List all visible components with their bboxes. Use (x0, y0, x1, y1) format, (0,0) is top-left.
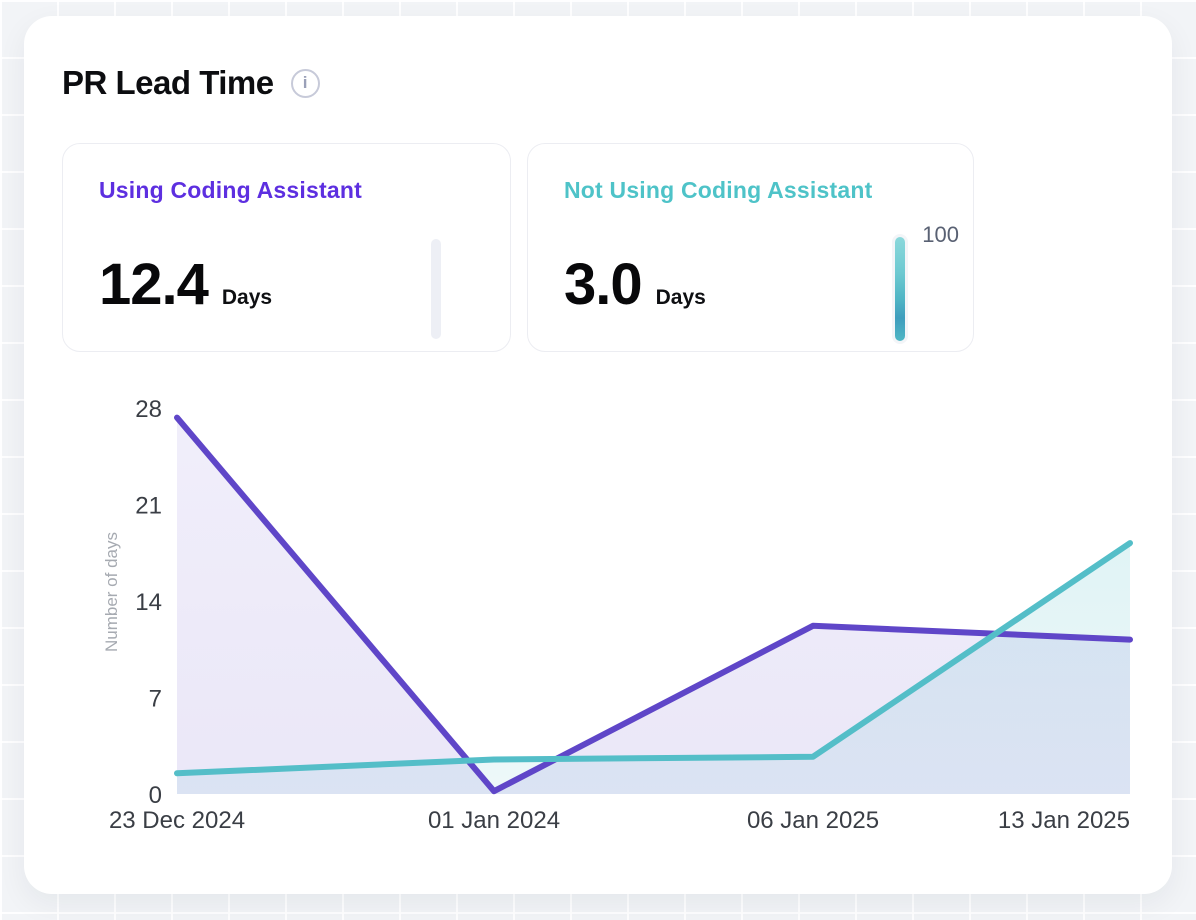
y-axis-tick-labels: 0 7 14 21 28 (135, 396, 162, 809)
summary-stats-row: Using Coding Assistant 12.4 Days Not Usi… (62, 143, 974, 352)
info-icon[interactable]: i (290, 68, 320, 98)
not-using-coding-assistant-area (177, 543, 1130, 794)
stat-value-using-assistant: 12.4 (99, 252, 209, 317)
panel-header: PR Lead Time i (62, 64, 320, 102)
x-tick-label: 23 Dec 2024 (109, 807, 245, 834)
chart-area-fills (177, 417, 1130, 794)
stat-unit-label: Days (655, 286, 706, 309)
page-title: PR Lead Time (62, 64, 274, 101)
stat-label-using-assistant: Using Coding Assistant (99, 177, 362, 203)
x-axis-tick-labels: 23 Dec 2024 01 Jan 2024 06 Jan 2025 13 Jan … (109, 807, 1130, 834)
stat-value-row: 12.4 Days (99, 256, 474, 314)
y-tick-label: 0 (149, 782, 162, 809)
stat-unit-label: Days (221, 286, 273, 309)
y-tick-label: 28 (135, 396, 162, 423)
stat-card-not-using-assistant: Not Using Coding Assistant 3.0 Days 100 (527, 143, 974, 352)
y-tick-label: 7 (149, 686, 162, 713)
chart-series-lines (174, 414, 1133, 795)
stat-label-not-using-assistant: Not Using Coding Assistant (564, 177, 873, 203)
distribution-gauge-empty (431, 239, 441, 339)
distribution-gauge-teal (895, 237, 905, 341)
y-tick-label: 14 (135, 589, 162, 616)
x-tick-label: 06 Jan 2025 (747, 807, 879, 834)
y-tick-label: 21 (135, 493, 162, 520)
pr-lead-time-panel: PR Lead Time i Using Coding Assistant 12… (24, 16, 1172, 894)
lead-time-chart[interactable]: 0 7 14 21 28 23 Dec 2024 01 Jan 2024 06 Jan 20… (24, 16, 1172, 894)
not-using-coding-assistant-line (174, 540, 1133, 777)
y-axis-title: Number of days (102, 532, 121, 652)
stat-value-not-using-assistant: 3.0 (564, 252, 643, 317)
using-coding-assistant-line (174, 414, 1133, 795)
gauge-value-label: 100 (922, 222, 959, 247)
stat-card-using-assistant: Using Coding Assistant 12.4 Days (62, 143, 511, 352)
stat-value-row: 3.0 Days (564, 256, 937, 314)
x-tick-label: 13 Jan 2025 (998, 807, 1130, 834)
x-tick-label: 01 Jan 2024 (428, 807, 560, 834)
